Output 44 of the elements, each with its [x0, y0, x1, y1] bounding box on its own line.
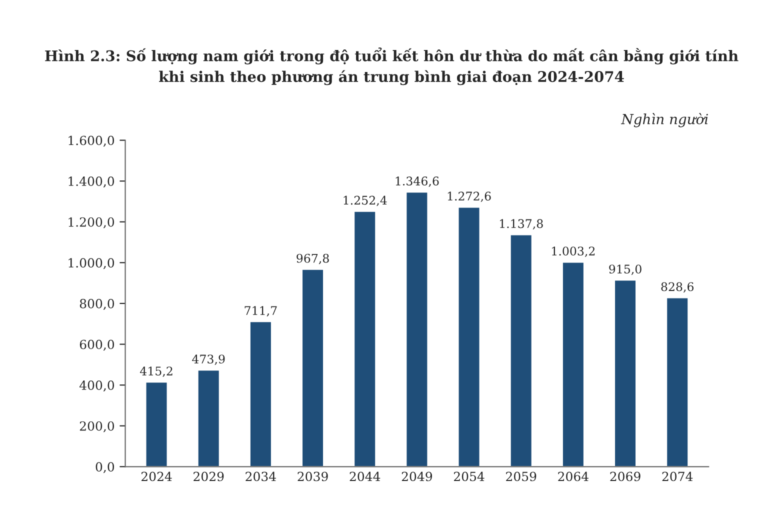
bar — [196, 369, 220, 467]
x-tick-label: 2039 — [298, 472, 328, 482]
bar — [562, 261, 585, 467]
y-tick-label: 1.600,0 — [68, 136, 114, 147]
data-label: 1.137,8 — [500, 219, 543, 230]
bar — [249, 320, 272, 467]
bar — [457, 206, 481, 467]
y-tick-label: 400,0 — [79, 380, 114, 392]
x-tick-label: 2029 — [194, 472, 224, 482]
x-tick-label: 2034 — [246, 472, 276, 482]
data-label: 711,7 — [244, 306, 277, 316]
x-tick-label: 2064 — [558, 472, 588, 482]
y-tick-label: 1.200,0 — [68, 217, 114, 228]
y-tick-label: 600,0 — [80, 340, 114, 351]
x-tick-label: 2054 — [454, 472, 484, 482]
y-tick-label: 1.400,0 — [68, 176, 114, 188]
x-tick-label: 2074 — [662, 472, 693, 482]
bar — [666, 296, 689, 467]
x-tick-label: 2044 — [350, 472, 380, 482]
x-tick-label: 2069 — [610, 472, 640, 482]
data-label: 1.252,4 — [344, 196, 387, 206]
data-label: 1.003,2 — [552, 246, 595, 257]
x-tick-label: 2049 — [402, 472, 432, 482]
x-tick-label: 2059 — [506, 472, 536, 482]
y-tick-label: 800,0 — [80, 298, 114, 310]
data-label: 473,9 — [192, 354, 225, 365]
y-axis-title: Nghìn người — [620, 113, 708, 128]
y-tick-label: 200,0 — [80, 421, 114, 432]
y-tick-label: 1.000,0 — [68, 258, 114, 270]
y-tick-label: 0,0 — [96, 462, 114, 474]
data-label: 1.346,6 — [396, 176, 439, 187]
bar — [509, 234, 533, 467]
bar — [614, 279, 637, 467]
x-tick-label: 2024 — [141, 472, 172, 482]
data-label: 828,6 — [661, 282, 694, 293]
bar — [144, 381, 168, 467]
data-label: 415,2 — [140, 366, 172, 377]
bar — [301, 268, 324, 467]
data-label: 1.272,6 — [448, 192, 491, 202]
bar — [405, 191, 429, 467]
chart-title: Hình 2.3: Số lượng nam giới trong độ tuổi kết hôn dư thừa do mất cân bằng giới tính khi sinh theo phương án trung bình giai đoạn 2024-2074 — [45, 47, 738, 86]
data-label: 915,0 — [609, 264, 642, 275]
bar — [353, 210, 376, 467]
data-label: 967,8 — [296, 254, 329, 264]
